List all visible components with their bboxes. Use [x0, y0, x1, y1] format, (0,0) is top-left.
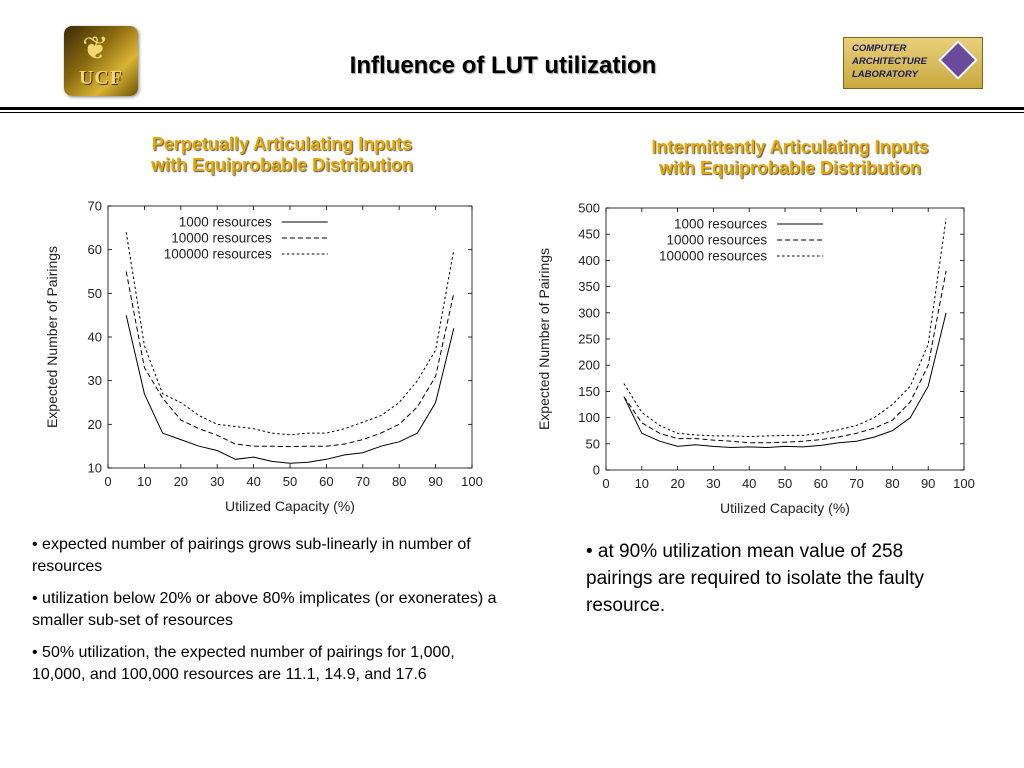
series-line — [125, 232, 455, 436]
x-tick-label: 20 — [174, 474, 188, 489]
x-tick-label: 30 — [210, 474, 224, 489]
x-tick-label: 70 — [849, 476, 863, 491]
y-tick-label: 20 — [88, 417, 102, 432]
right-line-chart: 0 10 20 30 40 50 60 70 80 90 100 0 50 100 150 200 250 300… — [536, 201, 975, 517]
lab-logo: COMPUTER ARCHITECTURE LABORATORY — [843, 37, 983, 89]
x-tick-label: 100 — [461, 474, 483, 489]
x-tick-label: 60 — [814, 476, 828, 491]
y-tick-label: 60 — [88, 242, 102, 257]
lab-logo-line: LABORATORY — [852, 69, 918, 80]
x-tick-label: 20 — [670, 476, 684, 491]
y-tick-label: 150 — [578, 384, 600, 399]
left-chart-subtitle: Perpetually Articulating Inputs with Equ… — [80, 134, 484, 176]
bullet-item: • utilization below 20% or above 80% imp… — [32, 590, 497, 629]
right-chart-subtitle: Intermittently Articulating Inputs with … — [584, 137, 996, 179]
x-tick-label: 0 — [602, 476, 609, 491]
series-line — [623, 312, 947, 449]
bullet-item: • expected number of pairings grows sub-… — [32, 536, 471, 575]
x-tick-label: 50 — [778, 476, 792, 491]
series-line — [623, 218, 947, 438]
legend-label: 1000 resources — [674, 217, 767, 232]
pegasus-icon: ❦ — [82, 30, 109, 66]
y-tick-label: 10 — [88, 461, 102, 476]
y-tick-label: 50 — [88, 286, 102, 301]
series-line — [623, 270, 947, 444]
bullet-item: • 50% utilization, the expected number o… — [32, 644, 455, 683]
subtitle-line: with Equiprobable Distribution — [659, 158, 921, 178]
x-tick-label: 100 — [953, 476, 975, 491]
y-tick-label: 300 — [578, 305, 600, 320]
lab-logo-line: ARCHITECTURE — [852, 56, 927, 67]
x-tick-label: 40 — [742, 476, 756, 491]
plot-frame — [107, 205, 473, 469]
x-tick-label: 80 — [392, 474, 406, 489]
x-axis-label: Utilized Capacity (%) — [720, 500, 850, 516]
lab-logo-line: COMPUTER — [852, 43, 907, 54]
y-tick-label: 30 — [88, 373, 102, 388]
x-tick-label: 10 — [137, 474, 151, 489]
y-tick-label: 70 — [88, 199, 102, 214]
legend-label: 100000 resources — [164, 247, 272, 262]
x-tick-label: 60 — [319, 474, 333, 489]
bullet-item: • at 90% utilization mean value of 258 p… — [586, 541, 924, 616]
chip-icon — [938, 40, 978, 80]
right-bullet-list: • at 90% utilization mean value of 258 p… — [586, 538, 946, 619]
lab-logo-text: COMPUTER ARCHITECTURE LABORATORY — [852, 42, 927, 81]
x-tick-label: 30 — [706, 476, 720, 491]
y-tick-label: 350 — [578, 279, 600, 294]
left-bullet-list: • expected number of pairings grows sub-… — [32, 534, 510, 696]
header-rule-thick — [0, 107, 1024, 110]
y-tick-label: 500 — [578, 201, 600, 216]
y-tick-label: 400 — [578, 253, 600, 268]
y-axis-label: Expected Number of Pairings — [536, 248, 552, 430]
plot-frame — [605, 207, 965, 471]
y-tick-label: 40 — [88, 330, 102, 345]
x-axis-label: Utilized Capacity (%) — [225, 498, 355, 514]
y-tick-label: 200 — [578, 358, 600, 373]
y-tick-label: 50 — [586, 436, 600, 451]
legend-label: 100000 resources — [659, 249, 767, 264]
x-tick-label: 10 — [635, 476, 649, 491]
subtitle-line: Intermittently Articulating Inputs — [651, 137, 929, 157]
subtitle-line: with Equiprobable Distribution — [151, 155, 413, 175]
x-tick-label: 40 — [246, 474, 260, 489]
y-tick-label: 250 — [578, 332, 600, 347]
x-tick-label: 90 — [428, 474, 442, 489]
ucf-logo-text: UCF — [78, 67, 124, 89]
x-tick-label: 80 — [885, 476, 899, 491]
legend-label: 10000 resources — [171, 231, 272, 246]
header-rule-thin — [0, 112, 1024, 113]
ucf-logo: ❦ UCF — [64, 26, 138, 96]
series-line — [125, 271, 455, 448]
legend-label: 10000 resources — [667, 233, 768, 248]
x-tick-label: 50 — [283, 474, 297, 489]
series-line — [125, 315, 455, 464]
x-tick-label: 90 — [921, 476, 935, 491]
y-axis-label: Expected Number of Pairings — [44, 246, 60, 428]
subtitle-line: Perpetually Articulating Inputs — [151, 134, 413, 154]
slide-title: Influence of LUT utilization — [349, 52, 657, 79]
x-tick-label: 0 — [104, 474, 111, 489]
legend-label: 1000 resources — [179, 215, 272, 230]
y-tick-label: 0 — [593, 463, 600, 478]
x-tick-label: 70 — [356, 474, 370, 489]
y-tick-label: 100 — [578, 410, 600, 425]
y-tick-label: 450 — [578, 227, 600, 242]
left-line-chart: 0 10 20 30 40 50 60 70 80 90 10010203040506070Util… — [44, 199, 483, 515]
